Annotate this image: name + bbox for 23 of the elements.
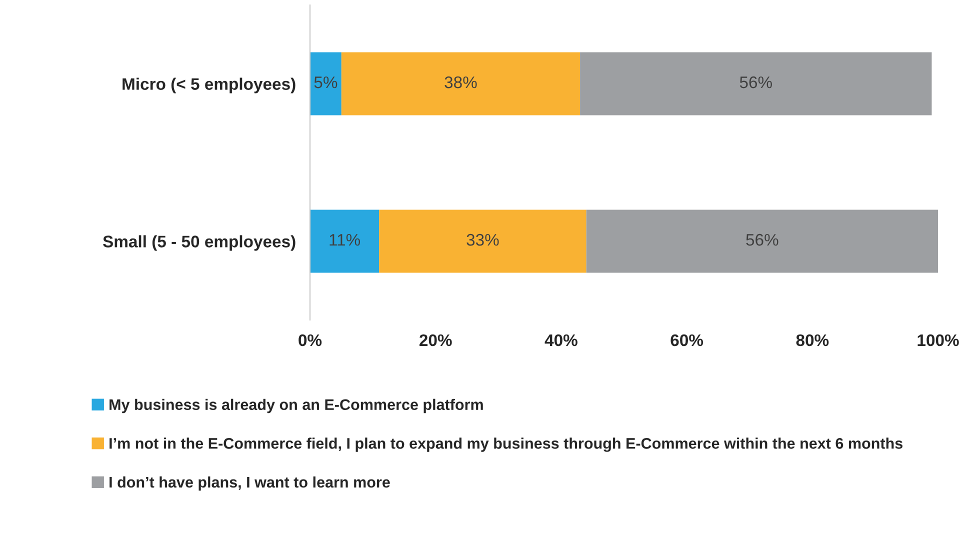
x-tick-label: 100% [918, 334, 959, 346]
x-tick-label: 0% [298, 334, 322, 346]
text: 38% [444, 76, 477, 88]
text: 33% [466, 234, 499, 246]
bar [586, 210, 938, 273]
y-tick-label: Small (5 - 50 employees) [103, 235, 296, 251]
text: 11% [330, 234, 360, 246]
x-tick-label: 60% [670, 334, 704, 346]
bar [580, 52, 932, 116]
bar [341, 52, 580, 116]
bar [310, 52, 342, 116]
text: 56% [740, 76, 772, 88]
bar [310, 210, 380, 273]
text: 56% [746, 234, 778, 246]
x-tick-label: 20% [420, 334, 452, 346]
legend-label: I don’t have plans, I want to learn more [110, 476, 390, 491]
x-tick-label: 40% [544, 334, 578, 346]
y-tick-label: Micro (< 5 employees) [122, 78, 296, 94]
bar [379, 210, 586, 273]
text: 5% [314, 76, 338, 88]
x-tick-label: 80% [796, 334, 829, 346]
legend-label: My business is already on an E-Commerce platform [110, 398, 483, 414]
legend-label: I’m not in the E-Commerce field, I plan to expand my business through E-Commerce within the next 6 months [110, 438, 902, 452]
